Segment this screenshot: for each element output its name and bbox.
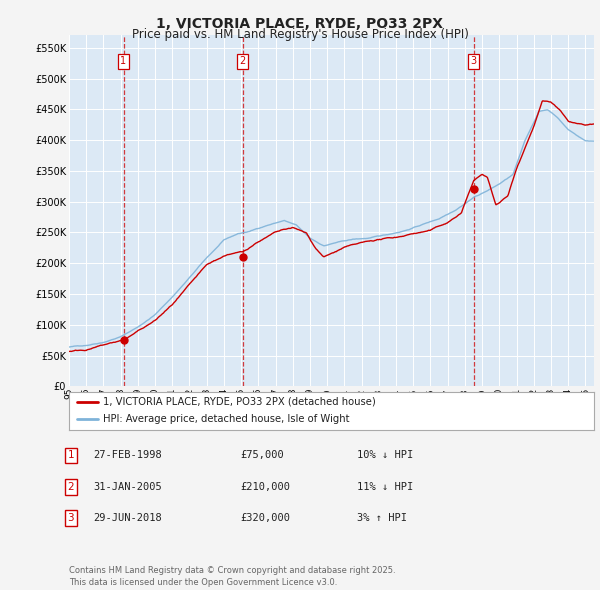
Text: 3: 3 xyxy=(67,513,74,523)
Text: HPI: Average price, detached house, Isle of Wight: HPI: Average price, detached house, Isle… xyxy=(103,414,350,424)
Text: £210,000: £210,000 xyxy=(240,482,290,491)
Text: 29-JUN-2018: 29-JUN-2018 xyxy=(93,513,162,523)
Text: 1, VICTORIA PLACE, RYDE, PO33 2PX: 1, VICTORIA PLACE, RYDE, PO33 2PX xyxy=(157,17,443,31)
Text: 11% ↓ HPI: 11% ↓ HPI xyxy=(357,482,413,491)
Text: 1: 1 xyxy=(67,451,74,460)
Text: 1, VICTORIA PLACE, RYDE, PO33 2PX (detached house): 1, VICTORIA PLACE, RYDE, PO33 2PX (detac… xyxy=(103,396,376,407)
Text: 3% ↑ HPI: 3% ↑ HPI xyxy=(357,513,407,523)
Text: £320,000: £320,000 xyxy=(240,513,290,523)
Text: Price paid vs. HM Land Registry's House Price Index (HPI): Price paid vs. HM Land Registry's House … xyxy=(131,28,469,41)
Text: Contains HM Land Registry data © Crown copyright and database right 2025.
This d: Contains HM Land Registry data © Crown c… xyxy=(69,566,395,587)
Text: 31-JAN-2005: 31-JAN-2005 xyxy=(93,482,162,491)
Text: 2: 2 xyxy=(239,56,245,66)
Text: 2: 2 xyxy=(67,482,74,491)
Text: 10% ↓ HPI: 10% ↓ HPI xyxy=(357,451,413,460)
Text: 1: 1 xyxy=(121,56,127,66)
Text: £75,000: £75,000 xyxy=(240,451,284,460)
Text: 27-FEB-1998: 27-FEB-1998 xyxy=(93,451,162,460)
Text: 3: 3 xyxy=(470,56,476,66)
